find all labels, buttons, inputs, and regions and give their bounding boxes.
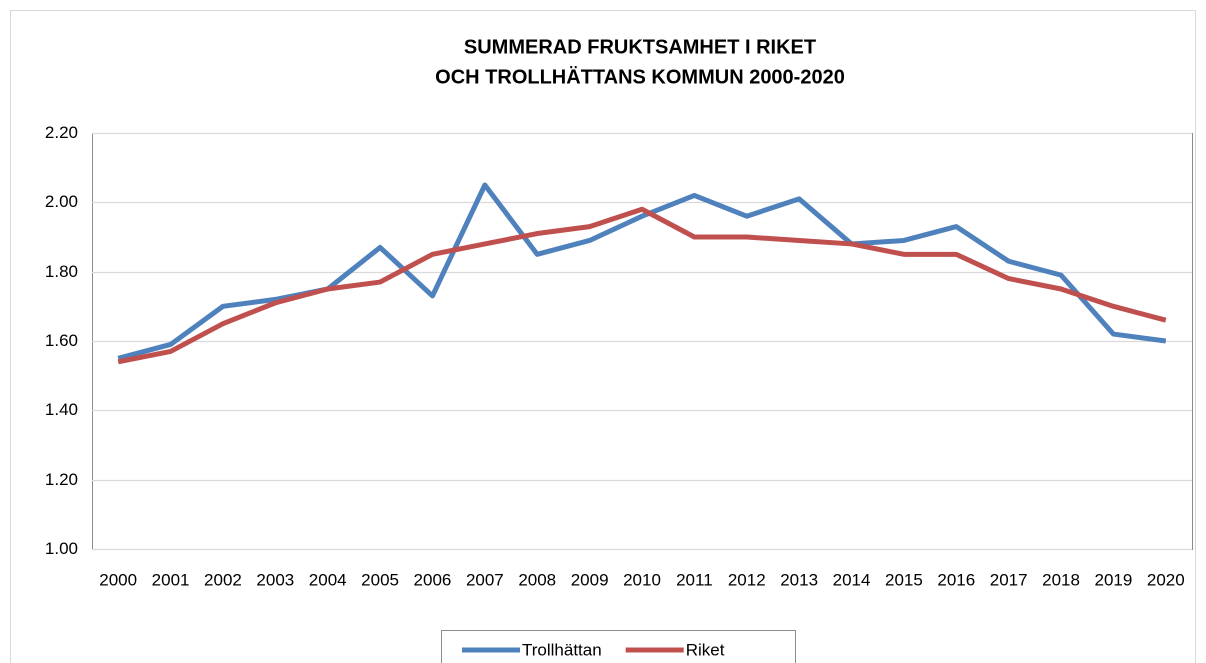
y-tick-label: 1.00 bbox=[45, 539, 78, 558]
y-tick-label: 2.00 bbox=[45, 192, 78, 211]
x-tick-label: 2017 bbox=[990, 570, 1028, 589]
chart-border bbox=[10, 10, 1196, 663]
x-tick-label: 2003 bbox=[256, 570, 294, 589]
x-tick-label: 2020 bbox=[1147, 570, 1185, 589]
x-tick-label: 2012 bbox=[728, 570, 766, 589]
x-tick-label: 2009 bbox=[571, 570, 609, 589]
x-tick-label: 2002 bbox=[204, 570, 242, 589]
chart-title: SUMMERAD FRUKTSAMHET I RIKET bbox=[464, 36, 816, 58]
x-tick-label: 2016 bbox=[937, 570, 975, 589]
legend-label: Trollhättan bbox=[522, 640, 602, 659]
legend-box bbox=[441, 630, 796, 663]
x-tick-label: 2018 bbox=[1042, 570, 1080, 589]
x-tick-label: 2008 bbox=[518, 570, 556, 589]
x-tick-label: 2005 bbox=[361, 570, 399, 589]
x-tick-label: 2011 bbox=[676, 570, 713, 589]
y-tick-label: 1.20 bbox=[45, 470, 78, 489]
x-tick-label: 2000 bbox=[99, 570, 137, 589]
x-tick-label: 2004 bbox=[309, 570, 347, 589]
y-tick-label: 1.60 bbox=[45, 331, 78, 350]
y-tick-label: 1.80 bbox=[45, 262, 78, 281]
x-tick-label: 2013 bbox=[780, 570, 818, 589]
y-tick-label: 2.20 bbox=[45, 123, 78, 142]
x-tick-label: 2001 bbox=[152, 570, 190, 589]
legend-label: Riket bbox=[686, 640, 725, 659]
x-tick-label: 2019 bbox=[1095, 570, 1133, 589]
x-tick-label: 2014 bbox=[833, 570, 871, 589]
x-tick-label: 2010 bbox=[623, 570, 661, 589]
y-tick-label: 1.40 bbox=[45, 400, 78, 419]
x-tick-label: 2006 bbox=[414, 570, 452, 589]
x-tick-label: 2007 bbox=[466, 570, 504, 589]
line-series bbox=[117, 206, 1167, 365]
x-tick-label: 2015 bbox=[885, 570, 923, 589]
chart-title: OCH TROLLHÄTTANS KOMMUN 2000-2020 bbox=[435, 65, 845, 88]
